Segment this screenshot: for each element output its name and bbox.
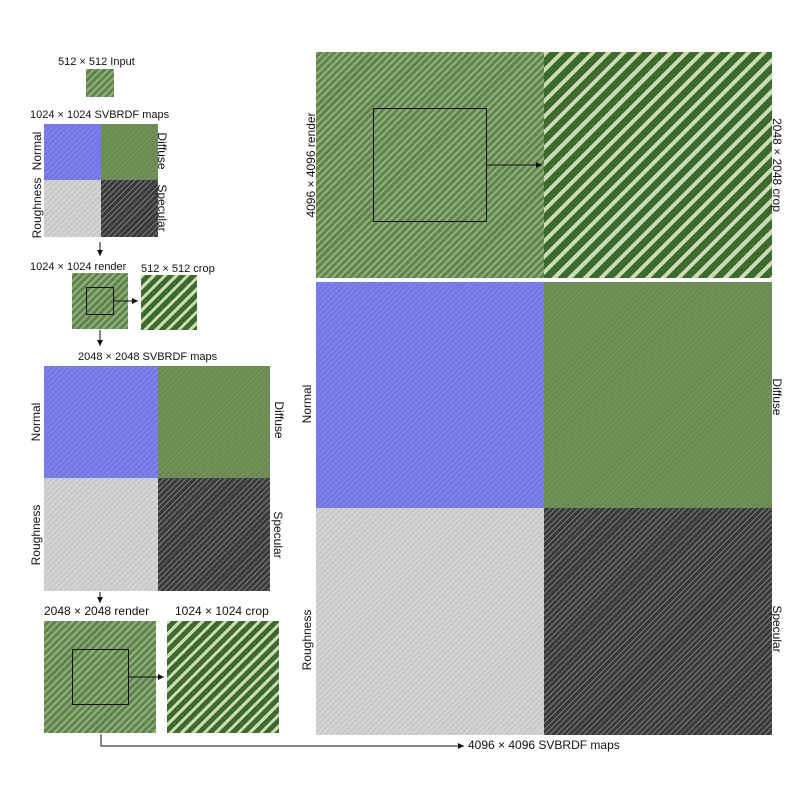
crop-512-label: 512 × 512 crop: [141, 263, 215, 275]
render-1024-crop-box: [86, 287, 114, 315]
crop-512-image: [141, 275, 197, 330]
roughness-map-2048: [44, 478, 158, 591]
specular-map-1024: [101, 180, 158, 237]
diffuse-map-2048: [158, 366, 270, 478]
roughness-map-4096: [316, 508, 544, 735]
input-image: [86, 69, 114, 97]
render-1024-label: 1024 × 1024 render: [30, 261, 127, 273]
crop-1024-label: 1024 × 1024 crop: [175, 604, 269, 618]
render-2048-crop-box: [72, 649, 129, 705]
svbrdf-1024-label: 1024 × 1024 SVBRDF maps: [30, 109, 170, 121]
svbrdf-2048-label: 2048 × 2048 SVBRDF maps: [78, 351, 218, 363]
normal-map-2048: [44, 366, 158, 478]
diffuse-map-1024: [101, 124, 158, 180]
render-4096-crop-box: [373, 108, 487, 222]
input-label: 512 × 512 Input: [58, 56, 135, 68]
diffuse-map-4096: [544, 282, 772, 508]
normal-map-1024: [44, 124, 101, 180]
svbrdf-4096-label: 4096 × 4096 SVBRDF maps: [468, 738, 620, 752]
specular-map-2048: [158, 478, 270, 591]
crop-1024-image: [167, 621, 279, 733]
roughness-map-1024: [44, 180, 101, 237]
specular-map-4096: [544, 508, 772, 735]
render-2048-label: 2048 × 2048 render: [44, 604, 150, 618]
arrow-render2048-to-maps4096: [100, 734, 464, 749]
normal-map-4096: [316, 282, 544, 508]
crop-2048-image: [544, 52, 772, 278]
